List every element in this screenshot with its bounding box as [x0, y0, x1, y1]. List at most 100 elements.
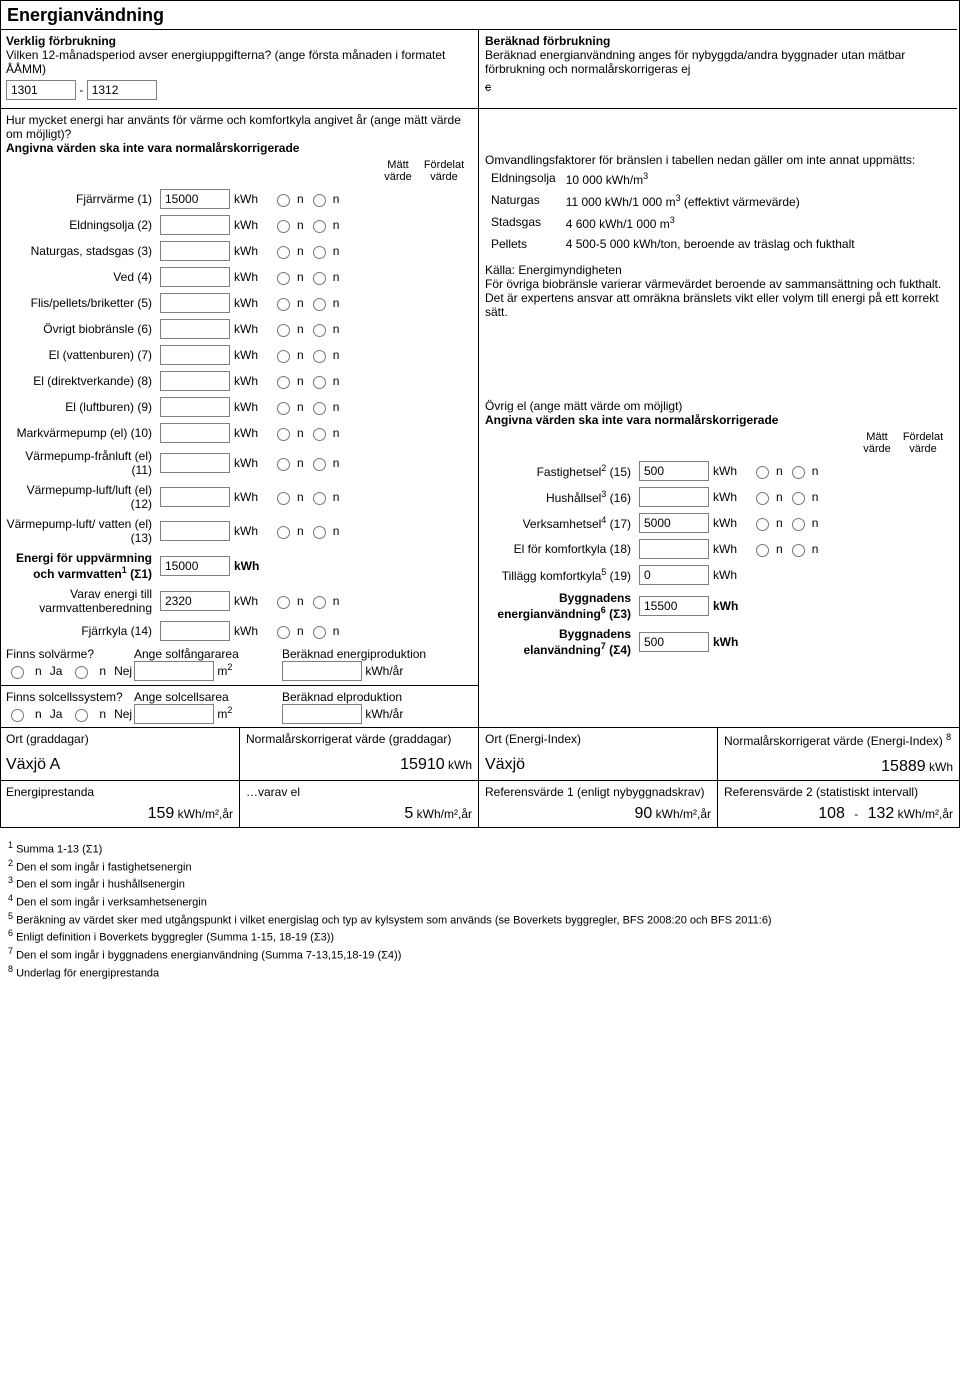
factors-intro: Omvandlingsfaktorer för bränslen i tabel… — [485, 153, 951, 167]
fordelat-radio[interactable] — [313, 626, 326, 639]
solcell-inputs: n Ja n Nej m2 kWh/år — [6, 704, 472, 724]
solcell-prod-input[interactable] — [282, 704, 362, 724]
matt-radio[interactable] — [756, 466, 769, 479]
fordelat-radio[interactable] — [792, 518, 805, 531]
solvarme-q: Finns solvärme? — [6, 647, 126, 661]
fordelat-radio[interactable] — [313, 526, 326, 539]
matt-radio[interactable] — [277, 220, 290, 233]
right-body: Omvandlingsfaktorer för bränslen i tabel… — [478, 108, 957, 728]
value-input[interactable] — [160, 521, 230, 541]
solcell-ja-radio[interactable] — [11, 709, 24, 722]
energiprestanda-label: Energiprestanda — [6, 785, 233, 799]
fordelat-radio[interactable] — [313, 350, 326, 363]
matt-radio[interactable] — [277, 194, 290, 207]
row-naturgas: Naturgas, stadsgas (3) kWh n n — [6, 241, 472, 261]
row-label: Ved (4) — [6, 270, 156, 284]
solvarme-prod-input[interactable] — [282, 661, 362, 681]
matt-radio[interactable] — [277, 526, 290, 539]
row-label: Eldningsolja (2) — [6, 218, 156, 232]
left-column: Verklig förbrukning Vilken 12-månadsperi… — [0, 29, 479, 109]
fordelat-radio[interactable] — [313, 298, 326, 311]
row-varav: Varav energi till varmvattenberedning kW… — [6, 587, 472, 615]
page: Energianvändning Verklig förbrukning Vil… — [0, 0, 960, 828]
unit: kWh — [234, 192, 268, 206]
value-input[interactable] — [160, 215, 230, 235]
calc-checkbox[interactable]: c — [485, 80, 491, 94]
table-row: Pellets4 500-5 000 kWh/ton, beroende av … — [487, 235, 859, 253]
period-to-input[interactable] — [87, 80, 157, 100]
matt-radio[interactable] — [277, 626, 290, 639]
fordelat-radio[interactable] — [792, 492, 805, 505]
value-input[interactable] — [160, 423, 230, 443]
fordelat-radio[interactable] — [313, 246, 326, 259]
value-input[interactable] — [639, 565, 709, 585]
solvarme-ja-radio[interactable] — [11, 666, 24, 679]
solvarme-area-input[interactable] — [134, 661, 214, 681]
value-input[interactable] — [160, 397, 230, 417]
fordelat-radio[interactable] — [313, 428, 326, 441]
value-input[interactable] — [160, 293, 230, 313]
matt-radio[interactable] — [277, 596, 290, 609]
footnote: 3 Den el som ingår i hushållsenergin — [8, 875, 952, 891]
matt-radio[interactable] — [277, 272, 290, 285]
matt-radio[interactable] — [756, 492, 769, 505]
value-input[interactable] — [160, 453, 230, 473]
ref2-label: Referensvärde 2 (statistiskt intervall) — [724, 785, 953, 799]
solcell-area-input[interactable] — [134, 704, 214, 724]
col-matt: Mätt värde — [855, 431, 899, 455]
fordelat-radio[interactable] — [313, 596, 326, 609]
matt-radio[interactable] — [756, 518, 769, 531]
fordelat-radio[interactable] — [313, 324, 326, 337]
solvarme-nej-radio[interactable] — [75, 666, 88, 679]
value-input[interactable] — [160, 241, 230, 261]
row-sum1: Energi för uppvärmning och varmvatten1 (… — [6, 551, 472, 581]
fordelat-radio[interactable] — [792, 466, 805, 479]
value-input[interactable] — [639, 539, 709, 559]
value-input[interactable] — [160, 487, 230, 507]
matt-radio[interactable] — [277, 298, 290, 311]
fordelat-radio[interactable] — [313, 492, 326, 505]
matt-radio[interactable] — [277, 428, 290, 441]
footnote: 2 Den el som ingår i fastighetsenergin — [8, 858, 952, 874]
value-input[interactable] — [160, 267, 230, 287]
matt-radio[interactable] — [277, 246, 290, 259]
matt-radio[interactable] — [277, 350, 290, 363]
value-input[interactable] — [160, 371, 230, 391]
fordelat-radio[interactable] — [792, 544, 805, 557]
norm-energi-label: Normalårskorrigerat värde (Energi-Index)… — [724, 732, 953, 748]
matt-radio[interactable] — [277, 376, 290, 389]
value-input[interactable] — [160, 591, 230, 611]
right-heading: Beräknad förbrukning — [485, 34, 951, 48]
fordelat-radio[interactable] — [313, 220, 326, 233]
usage-label: Hur mycket energi har använts för värme … — [6, 113, 472, 141]
row-label: El (luftburen) (9) — [6, 400, 156, 414]
value-input[interactable] — [160, 345, 230, 365]
value-input[interactable] — [160, 556, 230, 576]
fordelat-radio[interactable] — [313, 458, 326, 471]
value-input[interactable] — [639, 461, 709, 481]
value-input[interactable] — [639, 632, 709, 652]
ort-energi-value: Växjö — [485, 756, 711, 774]
row-tillagg-komfortkyla: Tillägg komfortkyla5 (19) kWh — [485, 565, 951, 585]
matt-radio[interactable] — [277, 492, 290, 505]
value-input[interactable] — [160, 319, 230, 339]
fordelat-radio[interactable] — [313, 194, 326, 207]
solcell-nej-radio[interactable] — [75, 709, 88, 722]
value-input[interactable] — [639, 596, 709, 616]
value-input[interactable] — [639, 513, 709, 533]
fordelat-radio[interactable] — [313, 376, 326, 389]
row-vp-luftvatten: Värmepump-luft/ vatten (el) (13) kWh n n — [6, 517, 472, 545]
fordelat-radio[interactable] — [313, 272, 326, 285]
matt-radio[interactable] — [277, 402, 290, 415]
value-input[interactable] — [639, 487, 709, 507]
row-fastighetsel: Fastighetsel2 (15) kWh n n — [485, 461, 951, 481]
fordelat-radio[interactable] — [313, 402, 326, 415]
matt-radio[interactable] — [277, 458, 290, 471]
matt-radio[interactable] — [756, 544, 769, 557]
value-input[interactable] — [160, 189, 230, 209]
ref1-label: Referensvärde 1 (enligt nybyggnadskrav) — [485, 785, 711, 799]
row-eldningsolja: Eldningsolja (2) kWh n n — [6, 215, 472, 235]
value-input[interactable] — [160, 621, 230, 641]
matt-radio[interactable] — [277, 324, 290, 337]
period-from-input[interactable] — [6, 80, 76, 100]
